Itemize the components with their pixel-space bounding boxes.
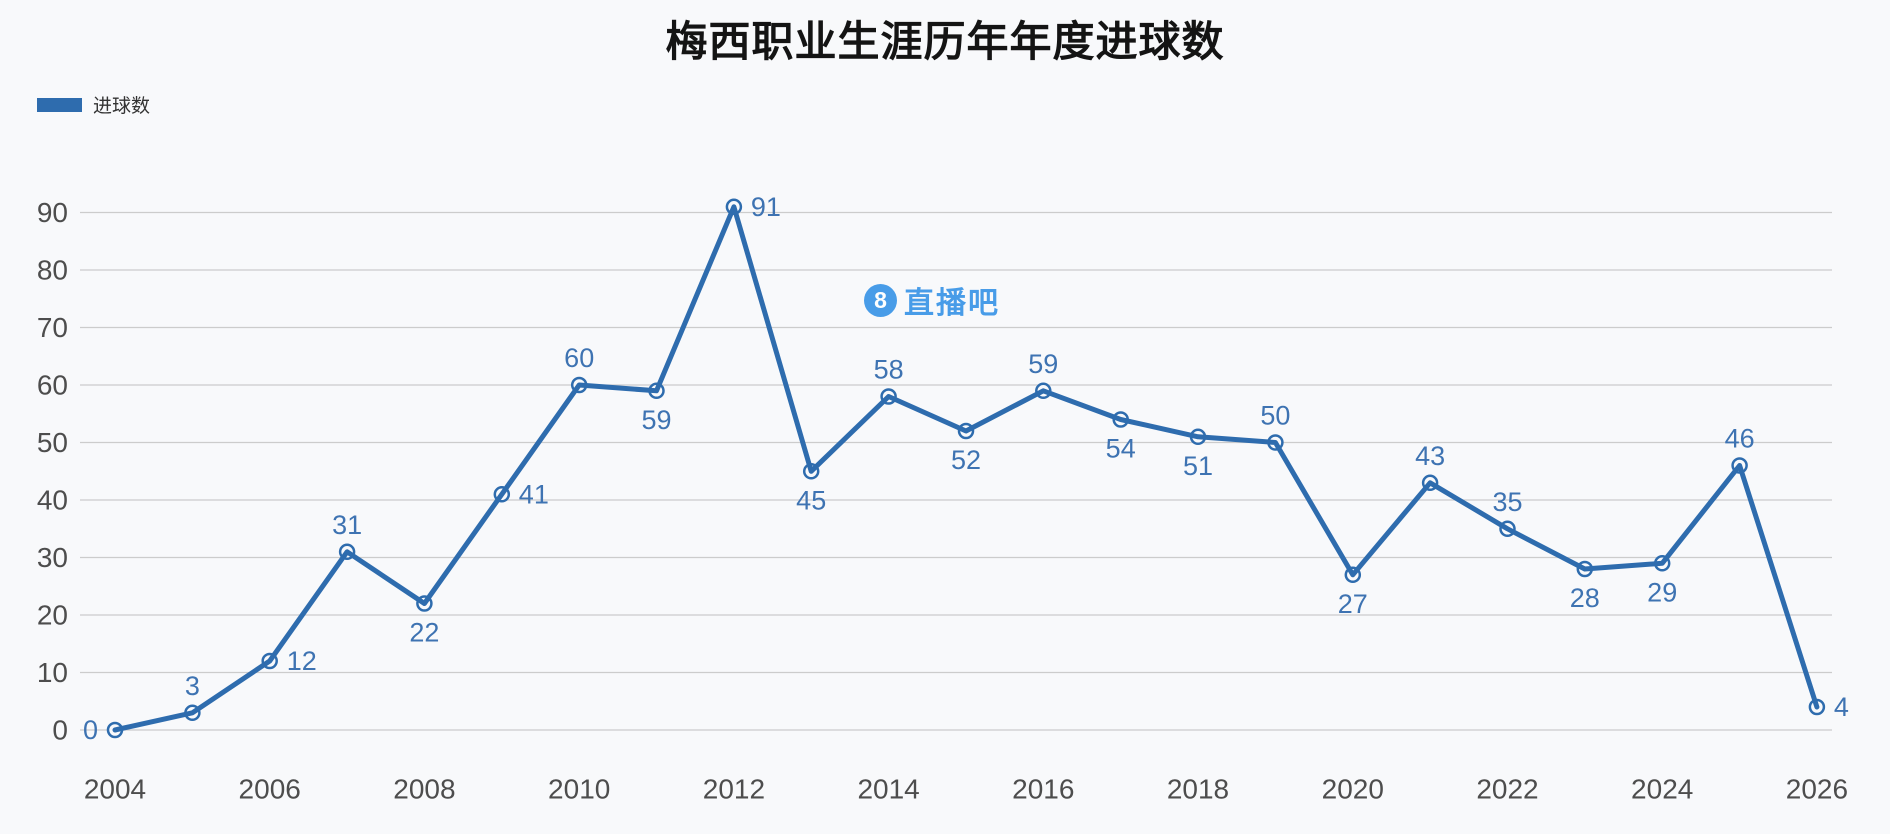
legend-item[interactable]: 进球数 xyxy=(37,91,150,118)
series-line xyxy=(112,204,1820,733)
y-axis-label: 80 xyxy=(37,255,68,286)
y-axis-label: 10 xyxy=(37,657,68,688)
x-axis-label: 2006 xyxy=(239,774,301,805)
data-point-label: 35 xyxy=(1492,487,1522,517)
x-axis-label: 2020 xyxy=(1322,774,1384,805)
x-axis-label: 2004 xyxy=(84,774,146,805)
data-point-label: 4 xyxy=(1834,692,1849,722)
legend-swatch-icon xyxy=(37,97,82,112)
data-point-label: 58 xyxy=(874,355,904,385)
data-point-label: 46 xyxy=(1725,424,1755,454)
data-point-label: 0 xyxy=(83,715,98,745)
data-point-label: 51 xyxy=(1183,451,1213,481)
y-axis-label: 60 xyxy=(37,370,68,401)
data-point-label: 12 xyxy=(287,646,317,676)
x-axis-label: 2018 xyxy=(1167,774,1229,805)
data-point-label: 54 xyxy=(1106,434,1136,464)
watermark-text: 直播吧 xyxy=(904,287,1000,320)
x-axis-label: 2014 xyxy=(857,774,919,805)
y-axis-label: 90 xyxy=(37,197,68,228)
x-axis-label: 2026 xyxy=(1786,774,1848,805)
watermark: 8 直播吧 xyxy=(864,278,1000,322)
x-axis-label: 2008 xyxy=(393,774,455,805)
y-axis-label: 20 xyxy=(37,600,68,631)
data-point-label: 50 xyxy=(1260,401,1290,431)
data-point-label: 59 xyxy=(1028,349,1058,379)
x-axis-label: 2010 xyxy=(548,774,610,805)
data-point-label: 52 xyxy=(951,445,981,475)
data-point-label: 60 xyxy=(564,343,594,373)
legend-label: 进球数 xyxy=(93,96,151,117)
x-axis-label: 2024 xyxy=(1631,774,1693,805)
data-point-label: 22 xyxy=(409,618,439,648)
y-axis-label: 30 xyxy=(37,542,68,573)
chart-title: 梅西职业生涯历年年度进球数 xyxy=(665,18,1225,65)
x-axis-label: 2016 xyxy=(1012,774,1074,805)
y-axis-label: 0 xyxy=(52,715,68,746)
x-axis-label: 2012 xyxy=(703,774,765,805)
data-point-label: 28 xyxy=(1570,583,1600,613)
data-point-label: 27 xyxy=(1338,589,1368,619)
data-point-label: 91 xyxy=(751,192,781,222)
data-point-label: 3 xyxy=(185,671,200,701)
zhibo8-logo-icon: 8 xyxy=(864,283,897,317)
y-axis-label: 50 xyxy=(37,427,68,458)
data-point-label: 41 xyxy=(519,479,549,509)
data-point-label: 43 xyxy=(1415,441,1445,471)
data-point-label: 45 xyxy=(796,485,826,515)
y-axis-label: 70 xyxy=(37,312,68,343)
y-axis-label: 40 xyxy=(37,485,68,516)
x-axis-label: 2022 xyxy=(1476,774,1538,805)
data-point-label: 59 xyxy=(641,405,671,435)
data-point-label: 31 xyxy=(332,510,362,540)
data-point-label: 29 xyxy=(1647,577,1677,607)
